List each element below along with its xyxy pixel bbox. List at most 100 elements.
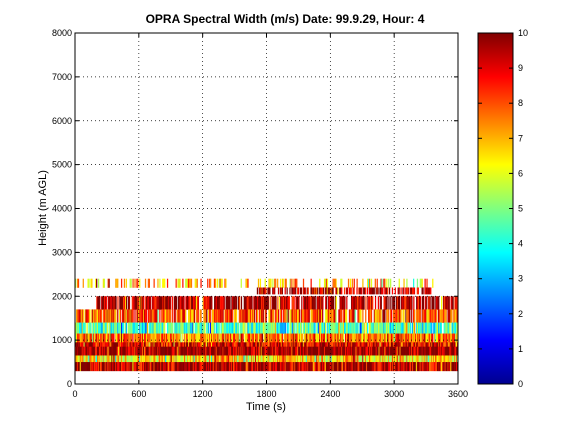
heatmap-cell bbox=[372, 296, 374, 310]
heatmap-cell bbox=[403, 287, 405, 295]
heatmap-cell bbox=[305, 333, 308, 343]
heatmap-cell bbox=[327, 346, 330, 356]
heatmap-cell bbox=[273, 362, 275, 372]
heatmap-cell bbox=[81, 346, 83, 356]
heatmap-cell bbox=[356, 342, 358, 348]
heatmap-cell bbox=[317, 333, 319, 343]
heatmap-cell bbox=[341, 355, 343, 363]
heatmap-cell bbox=[197, 355, 199, 363]
heatmap-cell bbox=[117, 333, 119, 343]
heatmap-cell bbox=[212, 333, 215, 343]
heatmap-cell bbox=[110, 309, 112, 323]
heatmap-cell bbox=[280, 333, 283, 343]
heatmap-cell bbox=[276, 362, 278, 372]
heatmap-cell bbox=[93, 362, 95, 372]
heatmap-cell bbox=[351, 346, 353, 356]
heatmap-cell bbox=[166, 346, 169, 356]
heatmap-cell bbox=[423, 333, 425, 343]
heatmap-cell bbox=[331, 346, 333, 356]
heatmap-cell bbox=[135, 355, 137, 363]
heatmap-cell bbox=[176, 342, 178, 348]
heatmap-cell bbox=[207, 278, 209, 288]
heatmap-cell bbox=[394, 362, 397, 372]
heatmap-cell bbox=[231, 346, 233, 356]
heatmap-cell bbox=[262, 287, 264, 295]
heatmap-cell bbox=[181, 296, 183, 310]
heatmap-cell bbox=[354, 309, 356, 323]
heatmap-cell bbox=[346, 362, 349, 372]
heatmap-cell bbox=[388, 287, 391, 295]
heatmap-cell bbox=[425, 362, 427, 372]
heatmap-cell bbox=[270, 362, 272, 372]
heatmap-cell bbox=[382, 362, 384, 372]
heatmap-cell bbox=[128, 346, 130, 356]
heatmap-cell bbox=[437, 322, 440, 334]
heatmap-cell bbox=[273, 355, 275, 363]
heatmap-cell bbox=[122, 346, 125, 356]
heatmap-cell bbox=[259, 296, 261, 310]
heatmap-cell bbox=[421, 296, 424, 310]
heatmap-cell bbox=[335, 362, 337, 372]
heatmap-cell bbox=[90, 355, 92, 363]
heatmap-cell bbox=[437, 309, 440, 323]
heatmap-cell bbox=[313, 342, 315, 348]
heatmap-cell bbox=[377, 309, 379, 323]
heatmap-cell bbox=[208, 296, 210, 310]
heatmap-cell bbox=[312, 342, 314, 348]
heatmap-cell bbox=[279, 333, 282, 343]
heatmap-cell bbox=[395, 296, 398, 310]
heatmap-cell bbox=[165, 362, 168, 372]
heatmap-cell bbox=[274, 346, 276, 356]
heatmap-cell bbox=[104, 342, 106, 348]
heatmap-cell bbox=[232, 296, 234, 310]
heatmap-cell bbox=[455, 296, 457, 310]
heatmap-cell bbox=[139, 346, 141, 356]
heatmap-cell bbox=[97, 346, 99, 356]
heatmap-cell bbox=[363, 342, 365, 348]
heatmap-cell bbox=[245, 342, 247, 348]
heatmap-cell bbox=[277, 346, 280, 356]
heatmap-cell bbox=[260, 287, 262, 295]
heatmap-cell bbox=[455, 322, 457, 334]
heatmap-cell bbox=[293, 355, 295, 363]
heatmap-cell bbox=[348, 342, 351, 348]
heatmap-cell bbox=[302, 278, 305, 288]
heatmap-cell bbox=[333, 333, 335, 343]
heatmap-cell bbox=[297, 296, 299, 310]
heatmap-cell bbox=[202, 362, 204, 372]
heatmap-cell bbox=[215, 322, 218, 334]
heatmap-cell bbox=[89, 322, 91, 334]
heatmap-cell bbox=[110, 342, 112, 348]
heatmap-cell bbox=[98, 346, 101, 356]
heatmap-cell bbox=[162, 342, 164, 348]
heatmap-cell bbox=[210, 322, 212, 334]
heatmap-cell bbox=[364, 322, 366, 334]
heatmap-cell bbox=[246, 322, 248, 334]
heatmap-cell bbox=[361, 287, 363, 295]
heatmap-cell bbox=[431, 296, 433, 310]
heatmap-cell bbox=[86, 342, 88, 348]
heatmap-cell bbox=[148, 355, 150, 363]
heatmap-cell bbox=[281, 355, 284, 363]
heatmap-cell bbox=[100, 322, 103, 334]
heatmap-cell bbox=[265, 346, 267, 356]
heatmap-cell bbox=[190, 309, 193, 323]
heatmap-cell bbox=[96, 322, 98, 334]
heatmap-cell bbox=[119, 296, 121, 310]
heatmap-cell bbox=[113, 322, 115, 334]
heatmap-cell bbox=[345, 342, 347, 348]
heatmap-cell bbox=[355, 342, 357, 348]
heatmap-cell bbox=[130, 342, 132, 348]
heatmap-cell bbox=[406, 309, 408, 323]
heatmap-cell bbox=[339, 362, 341, 372]
heatmap-cell bbox=[397, 346, 399, 356]
heatmap-cell bbox=[284, 322, 286, 334]
heatmap-cell bbox=[454, 322, 456, 334]
heatmap-cell bbox=[96, 333, 98, 343]
heatmap-cell bbox=[408, 309, 410, 323]
heatmap-cell bbox=[160, 322, 162, 334]
heatmap-cell bbox=[386, 296, 388, 310]
x-tick-label: 1200 bbox=[193, 389, 213, 399]
heatmap-cell bbox=[130, 322, 132, 334]
heatmap-cell bbox=[143, 342, 146, 348]
